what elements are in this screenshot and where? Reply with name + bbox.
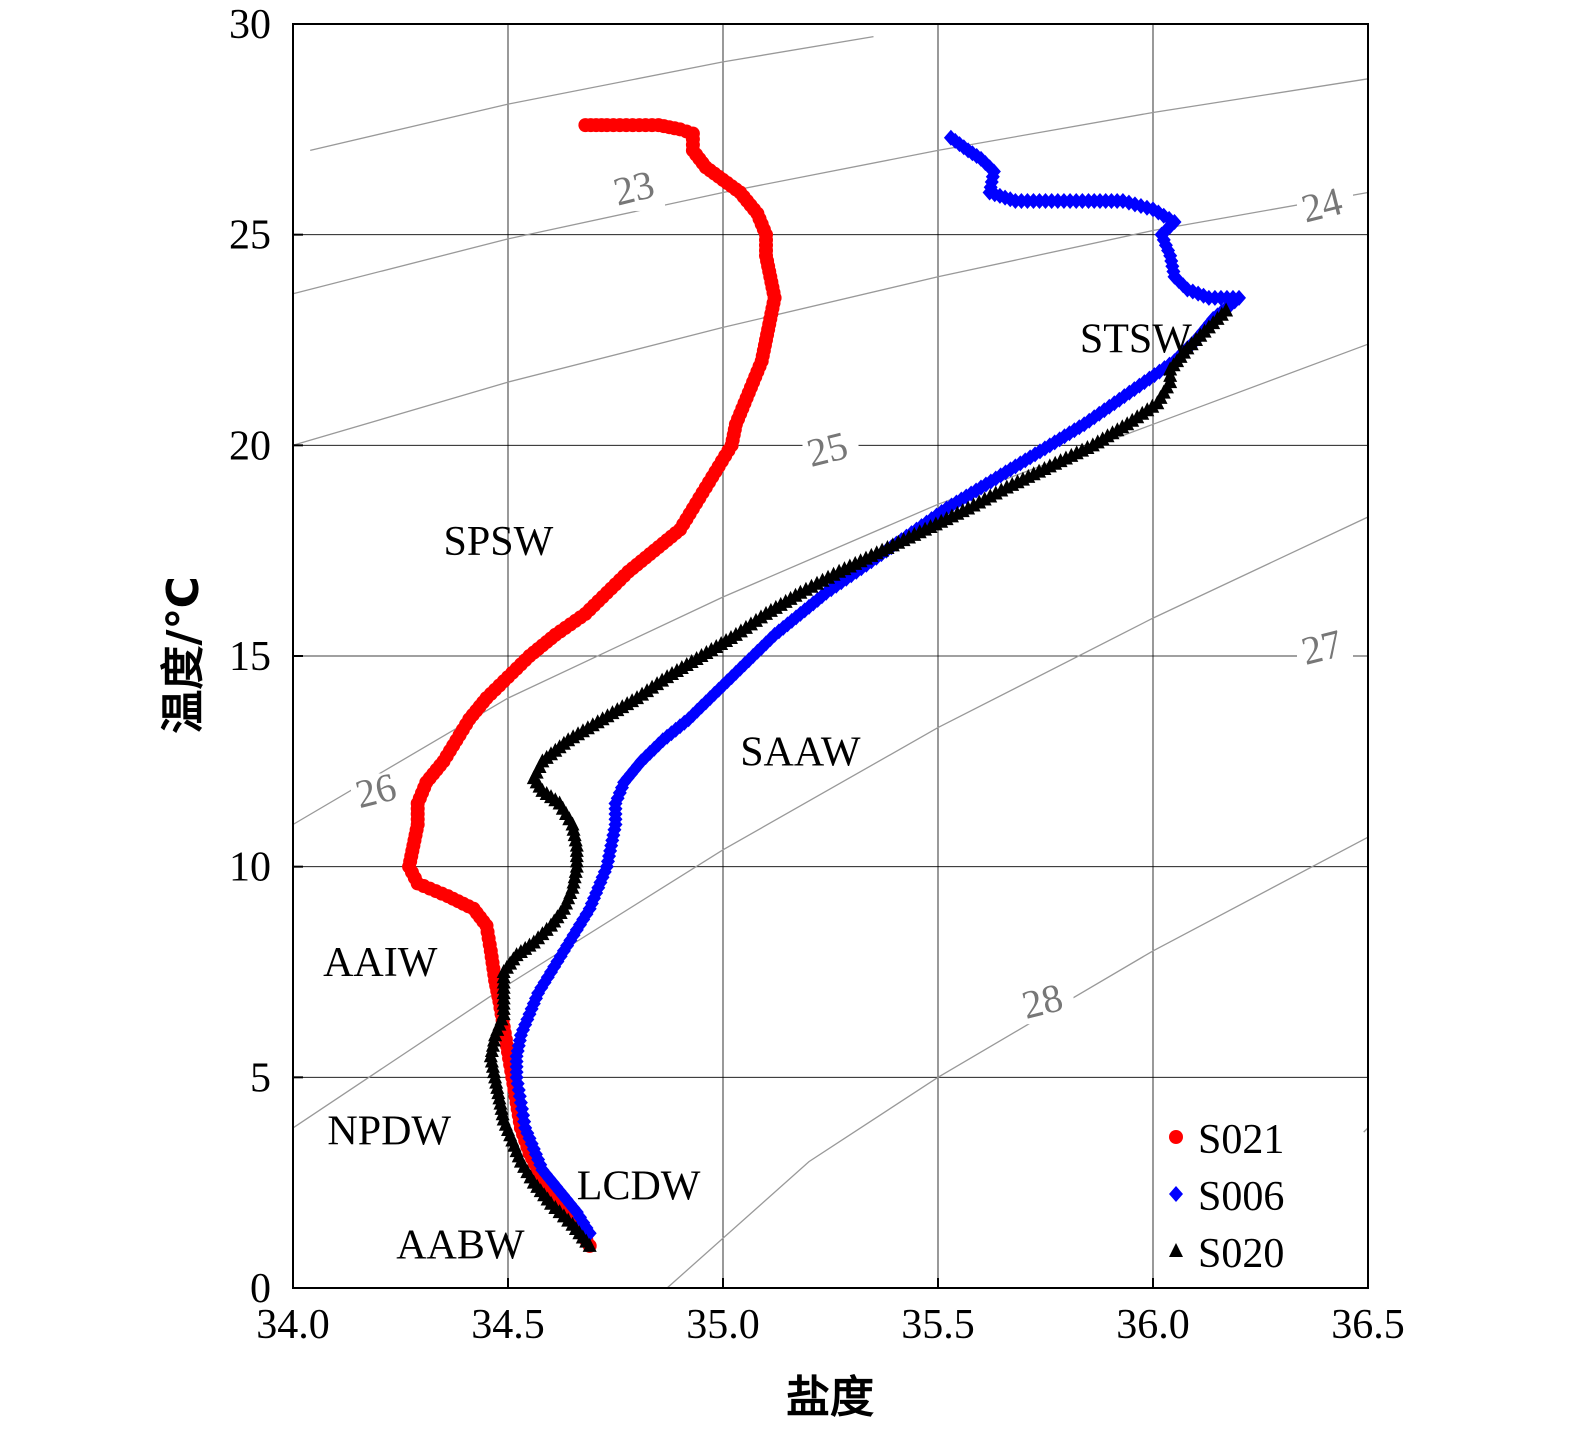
data-point	[943, 129, 958, 146]
isopycnal-label-bg	[802, 432, 859, 473]
legend-label: S006	[1198, 1174, 1284, 1220]
x-tick-label: 34.5	[471, 1302, 545, 1348]
isopycnal-line	[292, 191, 1369, 446]
water-mass-label: AAIW	[323, 940, 438, 986]
water-mass-label: NPDW	[327, 1109, 451, 1155]
y-axis-title: 温度/℃	[158, 576, 209, 733]
series-S021	[402, 118, 782, 1253]
legend-marker	[1169, 1243, 1183, 1257]
y-tick-label: 0	[250, 1266, 271, 1312]
isopycnal-label-bg	[609, 170, 665, 211]
legend-label: S021	[1198, 1117, 1284, 1163]
water-mass-labels: STSW SPSW SAAW AAIW NPDW LCDW AABW	[323, 317, 1192, 1269]
legend-label: S020	[1198, 1231, 1284, 1277]
x-axis-title: 盐度	[786, 1372, 874, 1423]
isopycnal-label-bg	[351, 773, 407, 814]
isopycnal-label-bg	[1017, 984, 1074, 1025]
water-mass-label: SAAW	[740, 730, 861, 776]
legend: S021 S006 S020	[1169, 1117, 1284, 1277]
y-tick-label: 15	[229, 634, 271, 680]
isopycnal-line	[666, 836, 1369, 1289]
isopycnal-label-bg	[1297, 187, 1353, 228]
isopycnal-line	[310, 35, 874, 152]
water-mass-label: STSW	[1080, 317, 1192, 363]
x-tick-label: 35.0	[686, 1302, 760, 1348]
data-point	[578, 118, 593, 133]
axis-ticks: 34.0 34.5 35.0 35.5 36.0 36.5 0 5 10 15 20 25 30	[229, 2, 1405, 1348]
water-mass-label: LCDW	[577, 1164, 701, 1210]
water-mass-label: SPSW	[444, 519, 554, 565]
x-tick-label: 35.5	[901, 1302, 975, 1348]
isopycnal-line	[292, 78, 1369, 295]
series-S020	[483, 302, 1234, 1252]
water-mass-label: AABW	[396, 1223, 525, 1269]
y-tick-label: 30	[229, 2, 271, 48]
x-tick-label: 34.0	[256, 1302, 330, 1348]
y-tick-label: 20	[229, 423, 271, 469]
series-S006	[509, 129, 1246, 1242]
y-tick-label: 25	[229, 213, 271, 259]
grid-lines	[293, 24, 1368, 1288]
legend-marker	[1169, 1186, 1183, 1202]
y-tick-label: 5	[250, 1055, 271, 1101]
data-point	[1219, 302, 1234, 317]
isopycnal-line	[292, 516, 1369, 1129]
legend-marker	[1169, 1130, 1183, 1144]
data-series	[402, 118, 1246, 1253]
y-tick-label: 10	[229, 845, 271, 891]
x-tick-label: 36.0	[1116, 1302, 1190, 1348]
data-point	[1013, 455, 1028, 472]
isopycnal-label-bg	[1297, 630, 1353, 671]
x-tick-label: 36.5	[1331, 1302, 1405, 1348]
